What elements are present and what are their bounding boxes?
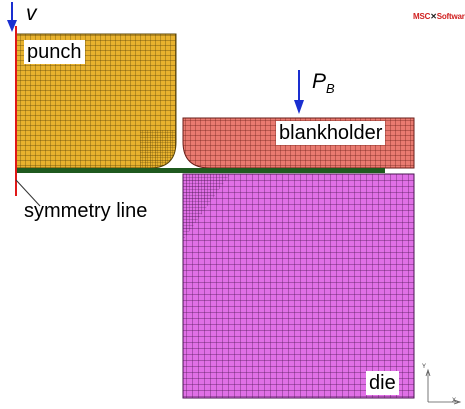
blankholder-label: blankholder bbox=[276, 121, 386, 145]
force-subscript: B bbox=[326, 81, 335, 97]
logo-msc: MSC bbox=[413, 12, 431, 21]
coordinate-axes-icon bbox=[425, 368, 462, 405]
axis-x-label: X bbox=[452, 398, 457, 404]
sheet-metal bbox=[16, 168, 385, 173]
force-label: PB bbox=[312, 70, 335, 96]
force-symbol: P bbox=[312, 70, 327, 93]
punch-label: punch bbox=[24, 40, 85, 64]
force-arrow bbox=[294, 70, 304, 114]
punch-body bbox=[15, 33, 177, 169]
msc-software-logo: MSC✕Software bbox=[413, 12, 465, 21]
velocity-arrow bbox=[7, 2, 17, 32]
logo-x-icon: ✕ bbox=[430, 12, 437, 21]
die-label: die bbox=[366, 371, 399, 395]
logo-software: Software bbox=[436, 12, 465, 21]
symmetry-line-leader bbox=[15, 179, 41, 207]
die-body bbox=[182, 173, 415, 399]
velocity-label: v bbox=[26, 2, 37, 25]
axis-y-label: Y bbox=[422, 364, 427, 370]
symmetry-line-label: symmetry line bbox=[24, 200, 148, 222]
